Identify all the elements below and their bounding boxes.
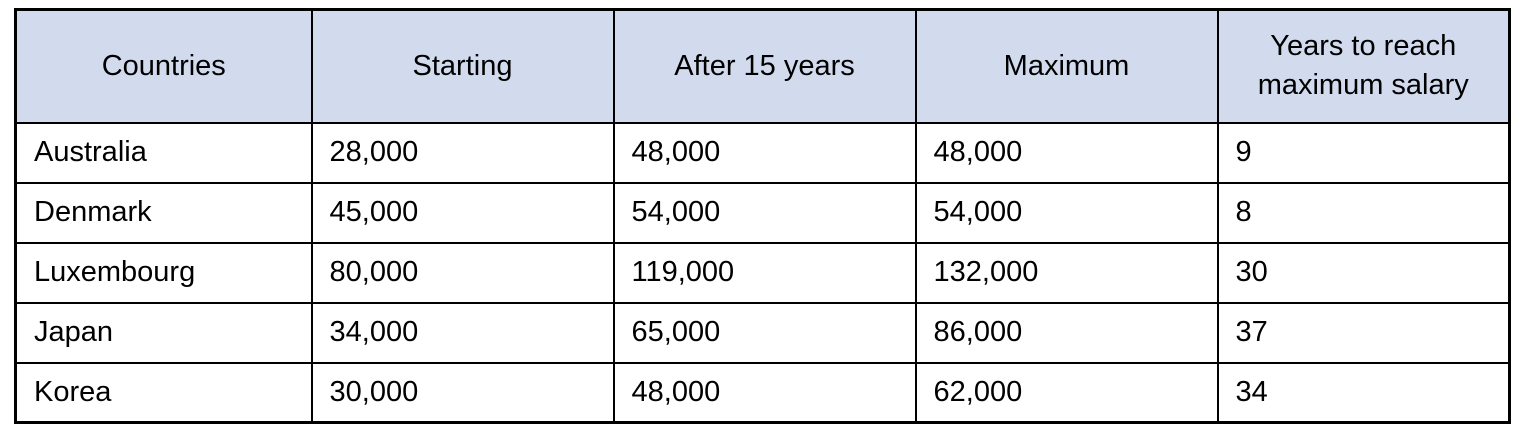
value-cell: 132,000 (914, 241, 1219, 304)
value-cell: 9 (1216, 121, 1511, 184)
header-cell: After 15 years (612, 8, 917, 124)
value-cell: 119,000 (612, 241, 917, 304)
value-cell: 34 (1216, 361, 1511, 424)
value-cell: 48,000 (914, 121, 1219, 184)
value-cell: 54,000 (914, 181, 1219, 244)
value-cell: 30 (1216, 241, 1511, 304)
value-cell: 34,000 (310, 301, 615, 364)
value-cell: 48,000 (612, 361, 917, 424)
table-row: Korea 30,000 48,000 62,000 34 (14, 361, 1511, 424)
value-cell: 37 (1216, 301, 1511, 364)
salary-table-body: Australia 28,000 48,000 48,000 9 Denmark 45,00… (14, 121, 1511, 424)
country-cell: Korea (14, 361, 313, 424)
header-cell: Starting (310, 8, 615, 124)
country-cell: Australia (14, 121, 313, 184)
country-cell: Denmark (14, 181, 313, 244)
header-cell: Years to reach maximum salary (1216, 8, 1511, 124)
value-cell: 86,000 (914, 301, 1219, 364)
salary-table-header: Countries Starting After 15 years Maximum Ye… (14, 8, 1511, 124)
value-cell: 48,000 (612, 121, 917, 184)
value-cell: 28,000 (310, 121, 615, 184)
salary-table: Countries Starting After 15 years Maximum Ye… (14, 8, 1511, 424)
value-cell: 80,000 (310, 241, 615, 304)
country-cell: Luxembourg (14, 241, 313, 304)
value-cell: 65,000 (612, 301, 917, 364)
table-row: Japan 34,000 65,000 86,000 37 (14, 301, 1511, 364)
value-cell: 62,000 (914, 361, 1219, 424)
value-cell: 30,000 (310, 361, 615, 424)
value-cell: 45,000 (310, 181, 615, 244)
table-row: Luxembourg 80,000 119,000 132,000 30 (14, 241, 1511, 304)
value-cell: 54,000 (612, 181, 917, 244)
header-row: Countries Starting After 15 years Maximum Ye… (14, 8, 1511, 124)
value-cell: 8 (1216, 181, 1511, 244)
header-cell: Countries (14, 8, 313, 124)
country-cell: Japan (14, 301, 313, 364)
header-cell: Maximum (914, 8, 1219, 124)
table-row: Australia 28,000 48,000 48,000 9 (14, 121, 1511, 184)
table-row: Denmark 45,000 54,000 54,000 8 (14, 181, 1511, 244)
